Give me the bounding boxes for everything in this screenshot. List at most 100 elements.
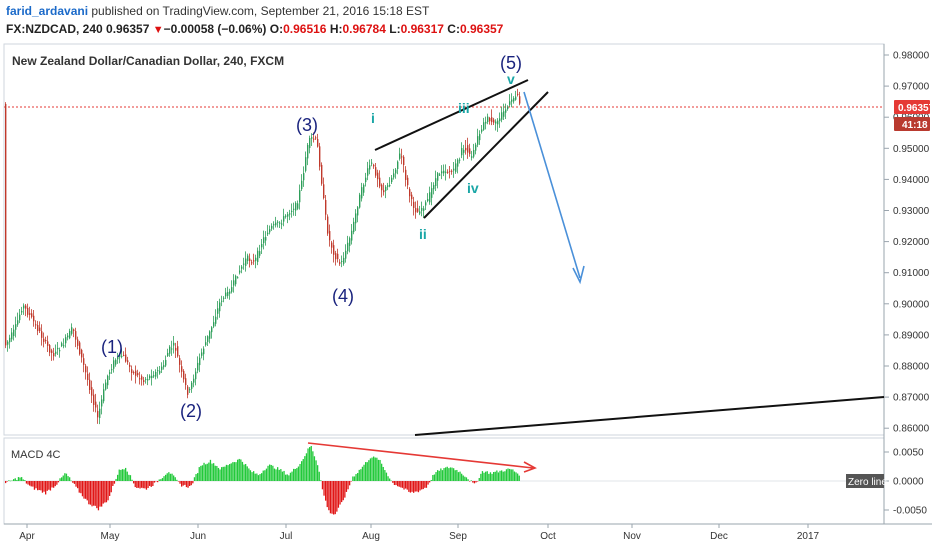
candle-body <box>55 351 57 354</box>
time-axis[interactable]: Apr May Jun Jul Aug Sep Oct Nov Dec 2017 <box>19 524 820 542</box>
macd-bar <box>270 464 272 481</box>
wave-label-iv[interactable]: iv <box>467 180 479 196</box>
macd-bar <box>509 468 511 481</box>
macd-bar <box>273 468 276 481</box>
long-term-trendline[interactable] <box>414 396 885 436</box>
macd-bar <box>40 481 42 491</box>
macd-bar <box>136 481 138 489</box>
macd-bar <box>443 468 445 481</box>
macd-histogram[interactable] <box>5 445 520 515</box>
candle-body <box>199 357 201 366</box>
macd-bar <box>8 480 10 481</box>
candle-body <box>335 253 337 260</box>
macd-bar <box>147 481 149 489</box>
macd-bar <box>317 465 319 481</box>
macd-bar <box>433 474 436 481</box>
candle-body <box>223 297 225 299</box>
wedge-upper-trendline[interactable] <box>374 79 529 151</box>
macd-bar <box>422 481 424 490</box>
candle-body <box>79 342 81 355</box>
macd-bar <box>133 481 135 484</box>
macd-bar <box>494 471 496 481</box>
wave-label-5[interactable]: (5) <box>500 53 522 73</box>
wave-label-iii[interactable]: iii <box>458 100 470 116</box>
wave-label-ii[interactable]: ii <box>419 226 427 242</box>
macd-bar <box>304 456 306 481</box>
candle-body <box>445 171 447 173</box>
macd-divergence-arrow[interactable] <box>307 442 537 473</box>
candle-body <box>133 372 135 374</box>
macd-bar <box>289 472 292 481</box>
macd-bar <box>497 472 500 481</box>
macd-bar <box>78 481 80 493</box>
candle-body <box>249 258 251 262</box>
wave-label-2[interactable]: (2) <box>180 401 202 421</box>
macd-bar <box>121 469 124 481</box>
macd-bar <box>248 468 250 481</box>
candle-body <box>475 144 477 151</box>
macd-bar <box>501 470 503 481</box>
candle-body <box>61 343 63 347</box>
macd-bar <box>160 479 162 481</box>
macd-bar <box>373 456 375 481</box>
wave-label-v[interactable]: v <box>507 71 515 87</box>
macd-bar <box>155 481 157 482</box>
wave-label-3[interactable]: (3) <box>296 115 318 135</box>
candle-body <box>455 163 457 172</box>
macd-axis[interactable]: 0.0050 0.0000 -0.0050 <box>884 448 927 517</box>
macd-bar <box>64 473 66 481</box>
macd-bar <box>477 481 479 482</box>
macd-bar <box>277 467 279 481</box>
wave-label-4[interactable]: (4) <box>332 286 354 306</box>
wave-label-1[interactable]: (1) <box>101 337 123 357</box>
macd-bar <box>181 481 183 487</box>
candle-body <box>19 314 21 321</box>
projection-arrow[interactable] <box>523 91 585 285</box>
candle-body <box>173 342 175 346</box>
macd-bar <box>105 481 108 503</box>
candle-body <box>229 291 231 294</box>
candle-body <box>171 348 173 350</box>
candle-body <box>219 302 221 312</box>
macd-bar <box>421 481 423 490</box>
macd-bar <box>478 477 480 481</box>
macd-bar <box>409 481 412 493</box>
candle-body <box>503 111 505 117</box>
macd-bar <box>81 481 84 497</box>
candle-body <box>283 216 285 222</box>
symbol-label[interactable]: FX:NZDCAD, 240 <box>6 22 103 36</box>
price-pane[interactable] <box>3 43 885 436</box>
macd-bar <box>315 460 317 481</box>
candlestick-series[interactable] <box>5 88 521 425</box>
candle-body <box>441 171 443 174</box>
macd-bar <box>467 479 469 481</box>
macd-bar <box>177 481 180 482</box>
macd-bar <box>89 481 92 505</box>
candle-body <box>147 378 149 381</box>
macd-bar <box>459 471 461 481</box>
macd-bar <box>312 451 314 481</box>
macd-bar <box>269 464 271 481</box>
macd-title[interactable]: MACD 4C <box>11 449 61 461</box>
wedge-lower-trendline[interactable] <box>423 91 549 219</box>
price-tick-label: 0.86000 <box>893 424 930 435</box>
macd-bar <box>419 481 421 491</box>
price-tick-label: 0.87000 <box>893 393 930 404</box>
macd-bar <box>307 448 309 481</box>
candle-body <box>225 292 227 297</box>
candle-body <box>67 335 69 338</box>
macd-bar <box>35 481 37 489</box>
candle-body <box>513 98 515 102</box>
candle-body <box>339 262 341 264</box>
macd-bar <box>486 471 488 481</box>
candle-body <box>291 210 293 212</box>
macd-bar <box>465 477 468 481</box>
macd-bar <box>441 470 444 481</box>
macd-tick-label: 0.0050 <box>893 448 924 459</box>
macd-bar <box>166 473 168 481</box>
candle-body <box>121 355 123 357</box>
author-link[interactable]: farid_ardavani <box>6 4 89 18</box>
macd-bar <box>219 469 221 481</box>
wave-label-i[interactable]: i <box>371 110 375 126</box>
